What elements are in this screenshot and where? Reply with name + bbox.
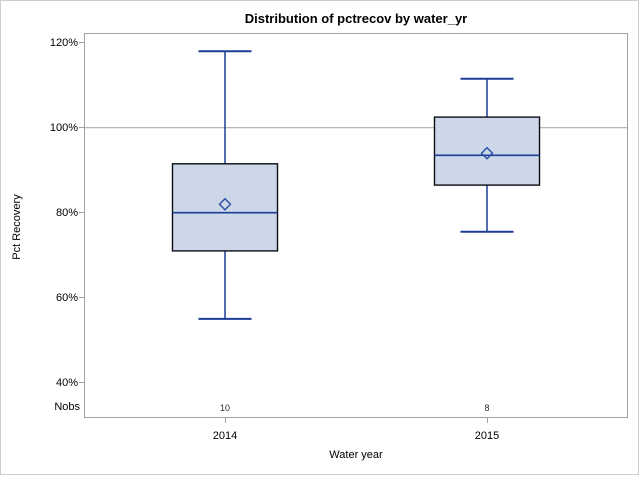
- x-tick-label-2015: 2015: [474, 430, 500, 442]
- y-axis-title: Pct Recovery: [11, 194, 23, 260]
- y-tick-mark: [79, 212, 84, 213]
- x-tick-mark: [225, 418, 226, 423]
- y-tick-label-80: 80%: [55, 207, 78, 219]
- x-tick-mark: [487, 418, 488, 423]
- y-tick-label-60: 60%: [55, 292, 78, 304]
- plot-frame: [84, 33, 628, 418]
- nobs-value-2014: 10: [219, 403, 231, 413]
- y-tick-mark: [79, 127, 84, 128]
- y-tick-mark: [79, 42, 84, 43]
- y-tick-label-100: 100%: [49, 122, 78, 134]
- x-axis-title: Water year: [329, 449, 383, 461]
- y-tick-mark: [79, 297, 84, 298]
- nobs-row-label: Nobs: [54, 401, 80, 413]
- y-tick-mark: [79, 382, 84, 383]
- y-tick-label-40: 40%: [55, 377, 78, 389]
- nobs-value-2015: 8: [484, 403, 490, 413]
- x-tick-label-2014: 2014: [212, 430, 238, 442]
- chart-title: Distribution of pctrecov by water_yr: [244, 11, 468, 26]
- y-tick-label-120: 120%: [49, 37, 78, 49]
- boxplot-canvas: [84, 50, 628, 320]
